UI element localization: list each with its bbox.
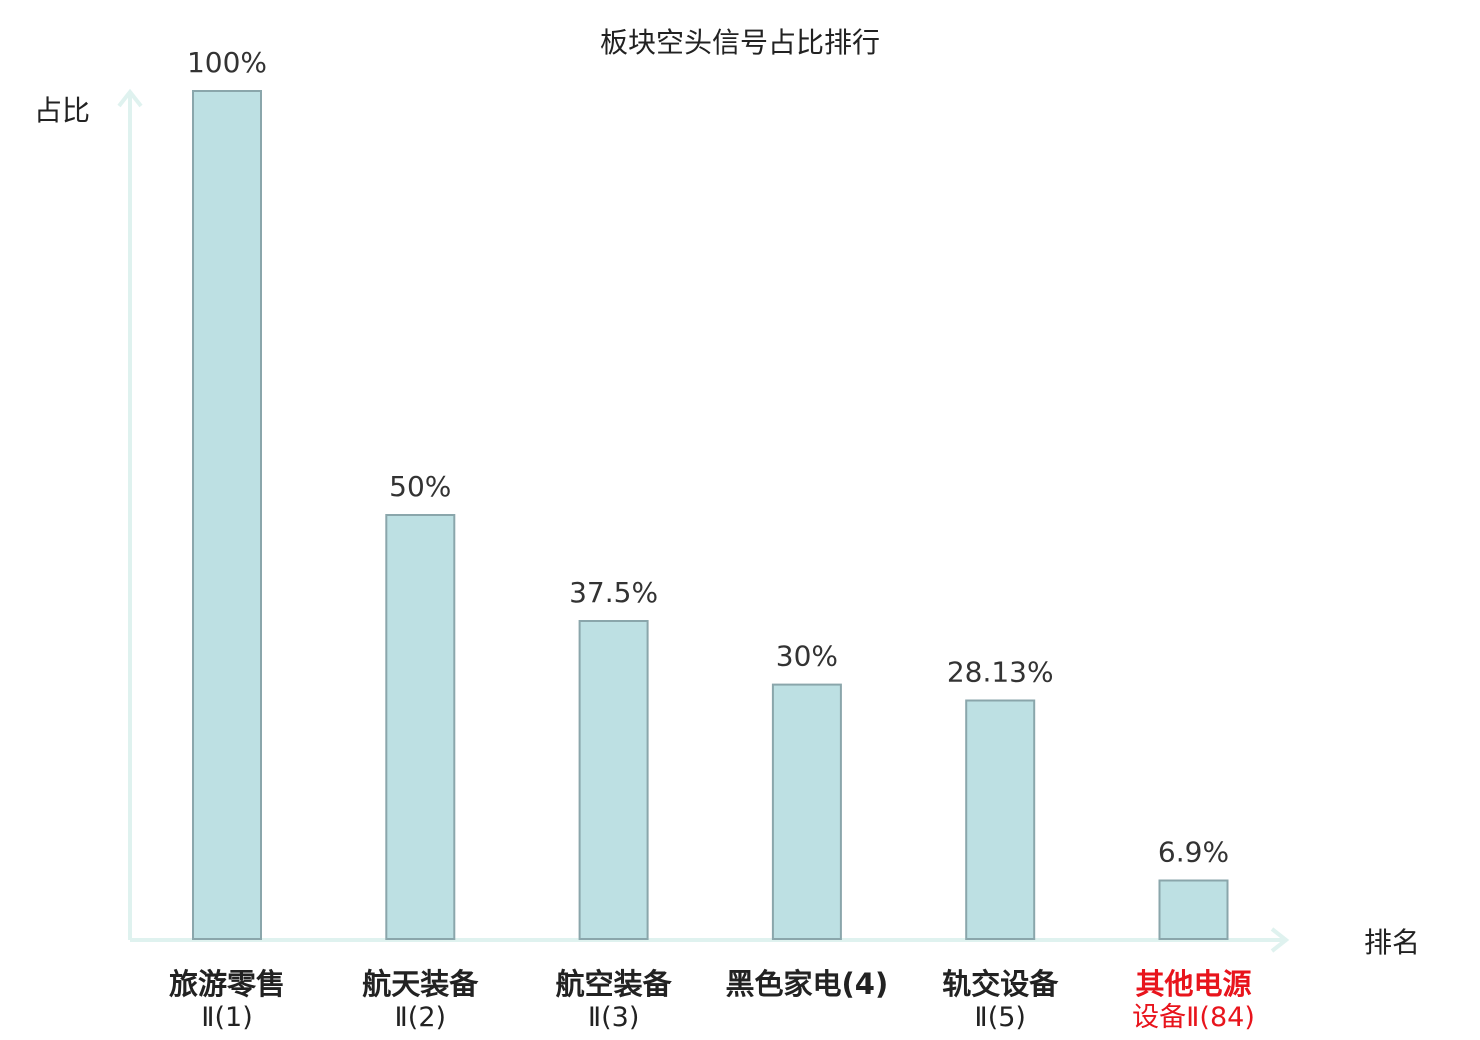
y-axis-label: 占比 — [34, 94, 90, 127]
x-tick-label: 航天装备 — [362, 967, 479, 1001]
x-axis-label: 排名 — [1364, 926, 1420, 959]
y-axis-arrowhead — [117, 88, 143, 108]
x-axis-arrowhead — [1270, 927, 1290, 953]
bar — [385, 514, 456, 940]
bar — [578, 620, 649, 940]
value-label: 37.5% — [569, 576, 658, 609]
value-label: 6.9% — [1158, 836, 1229, 869]
value-label: 50% — [389, 470, 451, 503]
bar — [965, 699, 1036, 940]
value-label: 28.13% — [947, 656, 1054, 689]
x-tick-label-line2: Ⅱ(2) — [395, 1002, 447, 1033]
x-tick-label-line2: Ⅱ(5) — [974, 1002, 1026, 1033]
x-tick-label: 轨交设备 — [942, 967, 1059, 1001]
bar — [771, 683, 842, 940]
chart-title: 板块空头信号占比排行 — [600, 26, 880, 59]
value-label: 100% — [187, 46, 267, 79]
x-tick-label: 旅游零售 — [169, 967, 285, 1001]
value-label: 30% — [776, 640, 838, 673]
x-tick-label-line2: 设备Ⅱ(84) — [1132, 1002, 1255, 1033]
bar — [1158, 879, 1229, 940]
x-tick-label-line2: Ⅱ(3) — [588, 1002, 640, 1033]
bar — [192, 90, 262, 940]
x-tick-label: 航空装备 — [556, 967, 673, 1001]
x-tick-label: 黑色家电(4) — [726, 967, 889, 1001]
x-tick-label-line2: Ⅱ(1) — [201, 1002, 253, 1033]
x-tick-label: 其他电源 — [1135, 967, 1251, 1001]
